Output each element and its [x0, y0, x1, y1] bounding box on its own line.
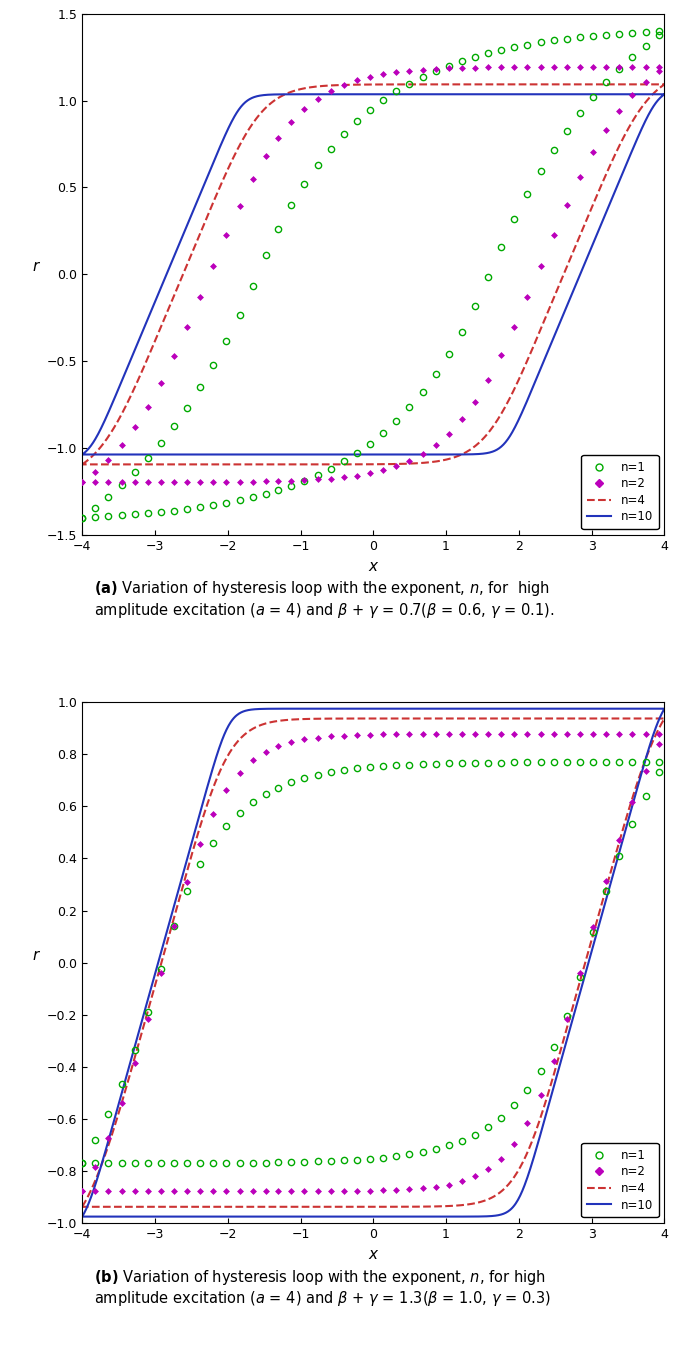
Y-axis label: r: r: [33, 947, 39, 962]
Legend: n=1, n=2, n=4, n=10: n=1, n=2, n=4, n=10: [582, 455, 658, 529]
Text: $\mathbf{(b)}$ Variation of hysteresis loop with the exponent, $n$, for high
amp: $\mathbf{(b)}$ Variation of hysteresis l…: [94, 1267, 551, 1308]
Text: $\mathbf{(a)}$ Variation of hysteresis loop with the exponent, $n$, for  high
am: $\mathbf{(a)}$ Variation of hysteresis l…: [94, 580, 554, 621]
X-axis label: x: x: [369, 1247, 378, 1262]
Y-axis label: r: r: [33, 260, 39, 275]
Legend: n=1, n=2, n=4, n=10: n=1, n=2, n=4, n=10: [582, 1143, 658, 1218]
X-axis label: x: x: [369, 559, 378, 574]
